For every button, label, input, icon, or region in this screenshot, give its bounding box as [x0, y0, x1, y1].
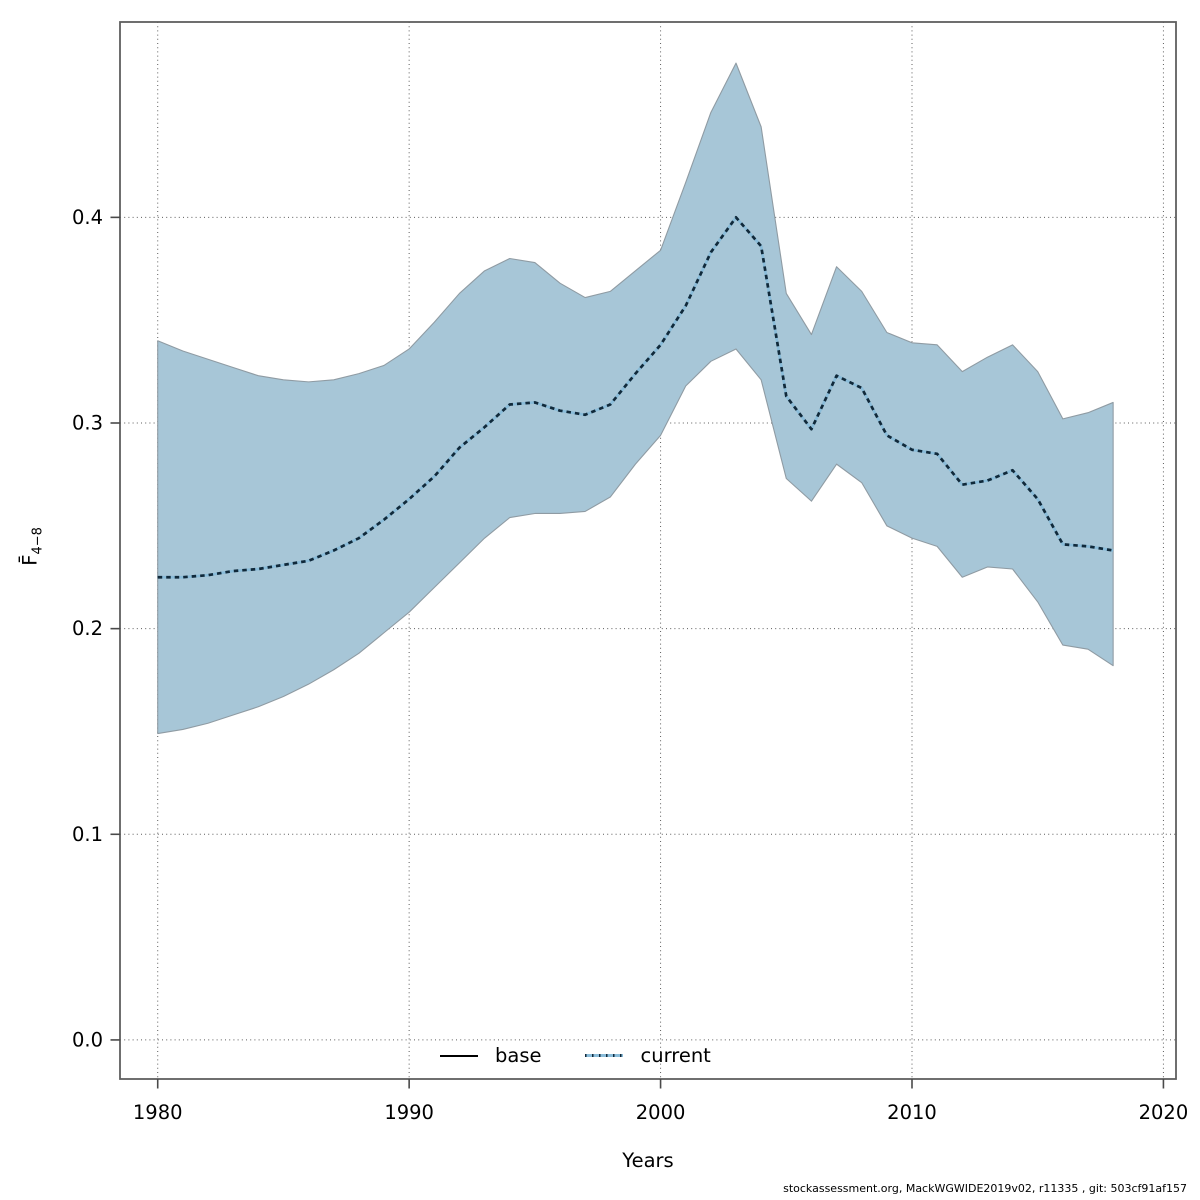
y-axis-title: F̄4−8 [19, 486, 46, 606]
y-axis-title-main: F̄ [18, 554, 42, 566]
y-tick-label-0.1: 0.1 [72, 823, 103, 846]
x-tick-label-1980: 1980 [133, 1101, 183, 1124]
current-line [157, 216, 1114, 579]
confidence-band [157, 62, 1114, 735]
y-tick-label-0.4: 0.4 [72, 206, 103, 229]
plot-frame [119, 21, 1177, 1080]
x-tick-label-2010: 2010 [887, 1101, 937, 1124]
y-tick-label-0.2: 0.2 [72, 617, 103, 640]
legend-base-label: base [495, 1044, 542, 1067]
y-tick-label-0.0: 0.0 [72, 1028, 103, 1051]
legend-current-line-sample [585, 1054, 624, 1057]
legend: base current [440, 1044, 755, 1067]
x-tick-label-2000: 2000 [636, 1101, 686, 1124]
x-tick-label-2020: 2020 [1139, 1101, 1189, 1124]
legend-current-label: current [640, 1044, 711, 1067]
y-axis-title-sub: 4−8 [30, 527, 46, 555]
y-tick-label-0.3: 0.3 [72, 412, 103, 435]
footer-attribution: stockassessment.org, MackWGWIDE2019v02, … [783, 1182, 1187, 1195]
x-tick-label-1990: 1990 [384, 1101, 434, 1124]
x-axis-title: Years [622, 1149, 674, 1172]
legend-base-line-sample [440, 1054, 478, 1057]
